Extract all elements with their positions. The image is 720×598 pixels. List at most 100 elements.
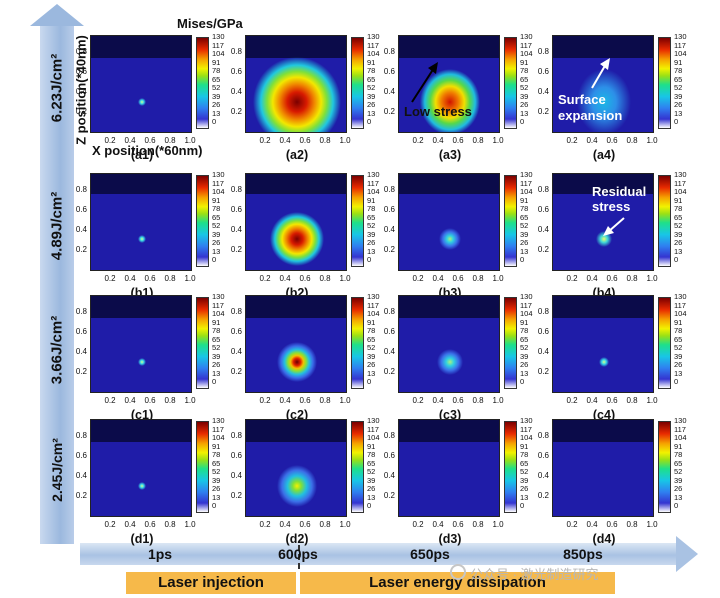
x-tick-label: 0.2	[104, 274, 116, 283]
colorbar-tick-label: 0	[212, 377, 217, 386]
colorbar-tick-label: 52	[367, 221, 376, 230]
stress-region	[577, 69, 631, 132]
colorbar-tick-label: 65	[520, 74, 529, 84]
colorbar-labels: 130 117 104 91 78 65 52 39 26 13 0	[674, 32, 687, 127]
colorbar-tick-label: 104	[674, 433, 687, 442]
colorbar-tick-label: 13	[212, 492, 221, 502]
y-tick-label: 0.8	[537, 431, 549, 440]
colorbar-tick-label: 52	[674, 343, 683, 352]
colorbar-tick-label: 13	[674, 492, 683, 502]
x-tick-label: 0.8	[319, 520, 331, 529]
colorbar-tick-label: 65	[520, 212, 529, 222]
x-tick-label: 1.0	[492, 396, 504, 405]
stress-region	[420, 69, 480, 132]
panel-label: (a2)	[285, 148, 309, 162]
colorbar-tick-label: 130	[367, 416, 380, 425]
x-tick-label: 0.4	[432, 136, 444, 145]
colorbar-tick-label: 26	[367, 484, 376, 493]
colorbar-tick-label: 91	[367, 441, 376, 451]
x-tick-label: 0.6	[299, 396, 311, 405]
y-tick-label: 0.2	[230, 491, 242, 500]
colorbar-tick-label: 13	[212, 246, 221, 256]
colorbar-tick-label: 26	[212, 238, 221, 247]
stress-map-3-3	[552, 419, 654, 517]
y-tick-label: 0.6	[383, 67, 395, 76]
colorbar-tick-label: 91	[674, 317, 683, 327]
colorbar-tick-label: 13	[674, 108, 683, 118]
x-tick-label: 0.2	[412, 136, 424, 145]
colorbar-tick-label: 117	[212, 300, 224, 310]
y-tick-label: 0.6	[75, 327, 87, 336]
surface-layer	[553, 174, 653, 194]
x-tick-label: 0.8	[472, 520, 484, 529]
x-tick-label: 1.0	[492, 274, 504, 283]
colorbar	[504, 421, 517, 513]
colorbar-labels: 130 117 104 91 78 65 52 39 26 13 0	[367, 292, 380, 387]
x-tick-label: 0.2	[104, 136, 116, 145]
time-label-650ps: 650ps	[410, 546, 450, 562]
colorbar-tick-label: 52	[212, 83, 221, 92]
colorbar-tick-label: 0	[212, 255, 217, 264]
x-tick-label: 1.0	[646, 274, 658, 283]
x-tick-label: 0.8	[472, 274, 484, 283]
colorbar-tick-label: 52	[212, 343, 221, 352]
panel-label: (c1)	[130, 408, 154, 422]
y-tick-label: 0.8	[75, 185, 87, 194]
y-tick-label: 0.8	[537, 47, 549, 56]
panel-label: (d2)	[285, 532, 309, 546]
y-tick-label: 0.8	[75, 431, 87, 440]
fluence-label-a: 6.23J/cm²	[48, 53, 66, 123]
y-tick-label: 0.6	[230, 67, 242, 76]
panel-label: (c2)	[285, 408, 309, 422]
colorbar-tick-label: 91	[674, 57, 683, 67]
colorbar-labels: 130 117 104 91 78 65 52 39 26 13 0	[520, 170, 533, 265]
colorbar-title: Mises/GPa	[177, 16, 243, 31]
colorbar-tick-label: 65	[367, 74, 376, 84]
y-tick-label: 0.8	[230, 431, 242, 440]
fluence-axis-arrow	[40, 24, 74, 544]
x-tick-label: 0.2	[259, 136, 271, 145]
colorbar-tick-label: 130	[212, 416, 225, 425]
stress-map-3-2	[398, 419, 500, 517]
y-tick-label: 0.6	[537, 451, 549, 460]
colorbar	[351, 421, 364, 513]
colorbar-tick-label: 104	[212, 309, 225, 318]
surface-layer	[91, 420, 191, 442]
colorbar-labels: 130 117 104 91 78 65 52 39 26 13 0	[674, 292, 687, 387]
colorbar-tick-label: 117	[212, 40, 224, 50]
x-tick-label: 1.0	[646, 396, 658, 405]
panel-label: (d3)	[438, 532, 462, 546]
colorbar-labels: 130 117 104 91 78 65 52 39 26 13 0	[520, 292, 533, 387]
colorbar-tick-label: 26	[367, 100, 376, 109]
x-tick-label: 0.6	[606, 274, 618, 283]
colorbar-tick-label: 26	[212, 484, 221, 493]
x-tick-label: 0.2	[259, 274, 271, 283]
colorbar-tick-label: 104	[367, 49, 380, 58]
colorbar-tick-label: 130	[367, 170, 380, 179]
colorbar-tick-label: 13	[520, 368, 529, 378]
colorbar-tick-label: 117	[674, 178, 686, 188]
colorbar-tick-label: 78	[674, 450, 683, 459]
colorbar-labels: 130 117 104 91 78 65 52 39 26 13 0	[674, 170, 687, 265]
colorbar-tick-label: 0	[520, 377, 525, 386]
colorbar	[504, 175, 517, 267]
surface-layer	[399, 420, 499, 442]
x-tick-label: 1.0	[339, 396, 351, 405]
colorbar-tick-label: 104	[520, 309, 533, 318]
y-tick-label: 0.8	[75, 47, 87, 56]
colorbar-tick-label: 13	[674, 368, 683, 378]
y-tick-label: 0.4	[383, 347, 395, 356]
colorbar-tick-label: 130	[367, 32, 380, 41]
colorbar-tick-label: 39	[674, 351, 683, 361]
low-stress-arrow	[411, 62, 438, 103]
colorbar-tick-label: 130	[674, 416, 687, 425]
x-tick-label: 0.4	[124, 136, 136, 145]
y-tick-label: 0.4	[537, 347, 549, 356]
y-tick-label: 0.8	[230, 307, 242, 316]
y-tick-label: 0.8	[383, 47, 395, 56]
watermark: 公众号 · 激光制造研究	[470, 567, 599, 582]
panel-label: (d1)	[130, 532, 154, 546]
y-tick-label: 0.6	[75, 451, 87, 460]
colorbar-tick-label: 52	[674, 467, 683, 476]
colorbar-tick-label: 65	[674, 458, 683, 468]
